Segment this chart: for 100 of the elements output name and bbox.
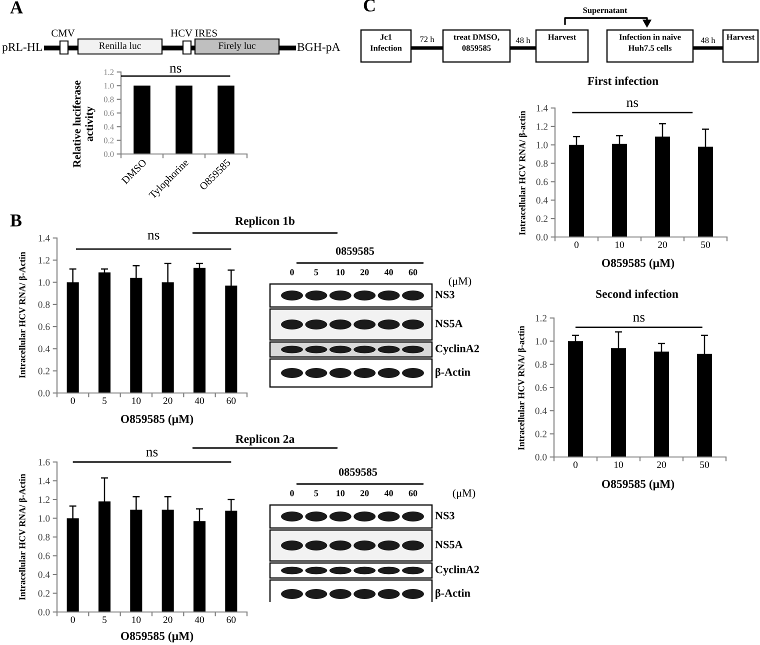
text: pRL-HL xyxy=(2,43,42,54)
text: Replicon 2a xyxy=(236,434,294,446)
x-tick-label: 0 xyxy=(70,397,75,404)
y-tick-label: 0.6 xyxy=(104,110,114,116)
category-label: CyclinA2 xyxy=(436,344,479,355)
x-tick-label: 60 xyxy=(226,616,236,624)
y-tick-label: 0.6 xyxy=(536,178,548,186)
category-label: 20 xyxy=(360,490,369,496)
y-tick-label: 0.4 xyxy=(535,408,547,414)
category-label: 60 xyxy=(408,269,418,276)
category-label: 40 xyxy=(384,269,393,276)
x-axis-title: O859585 (μM) xyxy=(120,632,194,642)
text: 0859585 xyxy=(336,247,374,255)
y-axis-title: Intracellular HCV RNA/ β-actin xyxy=(518,110,528,235)
y-tick-label: 0.4 xyxy=(104,124,114,130)
y-tick-label: 0.6 xyxy=(535,384,547,392)
x-tick-label: 5 xyxy=(102,398,107,404)
category-label: NS3 xyxy=(435,512,454,520)
x-tick-label: 0 xyxy=(573,461,578,468)
category-label: Harvest xyxy=(548,34,576,40)
text: (μM) xyxy=(448,276,472,288)
y-tick-label: 1.0 xyxy=(536,338,547,345)
category-label: β-Actin xyxy=(436,368,470,378)
y-axis-title: Relative luciferase activity xyxy=(72,80,96,168)
ref-line-label: ns xyxy=(170,66,182,73)
x-tick-label: 10 xyxy=(615,241,624,248)
y-tick-label: 0.8 xyxy=(535,361,547,368)
ref-line-label: ns xyxy=(633,315,645,322)
x-tick-label: 20 xyxy=(657,461,666,468)
ref-line-label: ns xyxy=(146,450,158,456)
category-label: β-Actin xyxy=(436,588,470,600)
y-tick-label: 0.0 xyxy=(536,234,548,241)
category-label: 0 xyxy=(290,490,294,496)
y-tick-label: 1.0 xyxy=(104,83,114,89)
y-tick-label: 1.2 xyxy=(38,257,50,264)
text: Firely luc xyxy=(218,42,256,51)
x-tick-label: 20 xyxy=(163,397,172,404)
y-tick-label: 0.8 xyxy=(536,160,548,167)
ref-line-label: ns xyxy=(626,100,638,108)
category-label: Jc1 Infection xyxy=(370,34,402,51)
y-tick-label: 1.0 xyxy=(38,279,50,286)
category-label: Infection in naïve Huh7.5 cells xyxy=(619,34,681,51)
x-tick-label: 5 xyxy=(102,616,107,624)
text: BGH-pA xyxy=(297,43,340,54)
category-label: treat DMSO, 0859585 xyxy=(454,34,500,51)
y-tick-label: 0.2 xyxy=(536,215,548,222)
y-tick-label: 0.8 xyxy=(38,534,50,541)
y-axis-title: Intracellular HCV RNA/ β-Actin xyxy=(18,474,28,600)
y-tick-label: 0.2 xyxy=(38,368,50,374)
y-tick-label: 1.4 xyxy=(38,478,50,484)
category-label: 10 xyxy=(336,490,345,496)
x-tick-label: 0 xyxy=(574,241,579,248)
category-label: 0 xyxy=(290,269,294,276)
ref-line-label: ns xyxy=(148,232,160,240)
text: A xyxy=(10,1,23,14)
x-tick-label: 60 xyxy=(226,397,236,404)
category-label: NS5A xyxy=(435,320,463,328)
y-tick-label: 1.4 xyxy=(38,234,50,242)
y-tick-label: 0.2 xyxy=(38,590,50,597)
x-tick-label: 50 xyxy=(701,241,710,248)
y-tick-label: 1.4 xyxy=(536,104,548,112)
y-tick-label: 0.4 xyxy=(38,346,50,352)
y-tick-label: 1.2 xyxy=(104,69,114,76)
text: 72 h xyxy=(420,36,434,42)
x-axis-title: O859585 (μM) xyxy=(602,258,674,270)
y-tick-label: 1.2 xyxy=(536,314,547,322)
text: Replicon 1b xyxy=(235,216,295,228)
text: Supernatant xyxy=(583,7,628,15)
y-tick-label: 1.6 xyxy=(38,458,50,466)
text: 0859585 xyxy=(338,468,378,476)
y-tick-label: 0.4 xyxy=(38,571,50,578)
y-tick-label: 0.8 xyxy=(38,301,50,308)
y-tick-label: 1.0 xyxy=(38,515,50,522)
x-tick-label: 40 xyxy=(194,397,204,404)
text: 48 h xyxy=(700,37,716,44)
category-label: NS5A xyxy=(435,540,463,548)
category-label: NS3 xyxy=(435,290,454,298)
y-tick-label: 1.2 xyxy=(536,123,548,130)
y-tick-label: 0.0 xyxy=(38,390,50,397)
x-tick-label: 0 xyxy=(70,616,75,624)
category-label: 60 xyxy=(408,490,418,496)
category-label: 20 xyxy=(360,269,369,276)
category-label: CyclinA2 xyxy=(436,565,479,576)
x-axis-title: O859585 (μM) xyxy=(602,480,674,490)
y-tick-label: 0.0 xyxy=(535,454,547,461)
chart-title: Second infection xyxy=(596,290,678,298)
x-tick-label: 20 xyxy=(163,616,172,624)
text: Renilla luc xyxy=(99,42,141,49)
y-tick-label: 0.0 xyxy=(38,608,50,616)
x-tick-label: 50 xyxy=(700,461,709,468)
y-tick-label: 0.6 xyxy=(38,323,50,330)
x-tick-label: 10 xyxy=(614,461,623,468)
y-tick-label: 0.4 xyxy=(536,197,548,204)
chart-title: First infection xyxy=(588,76,658,85)
y-axis-title: Intracellular HCV RNA/ β-actin xyxy=(518,326,526,450)
y-tick-label: 1.0 xyxy=(536,142,548,148)
y-axis-title: Intracellular HCV RNA/ β-Actin xyxy=(18,252,28,378)
x-axis-title: O859585 (μM) xyxy=(120,414,194,426)
x-tick-label: 10 xyxy=(132,616,141,624)
category-label: 10 xyxy=(336,269,345,276)
